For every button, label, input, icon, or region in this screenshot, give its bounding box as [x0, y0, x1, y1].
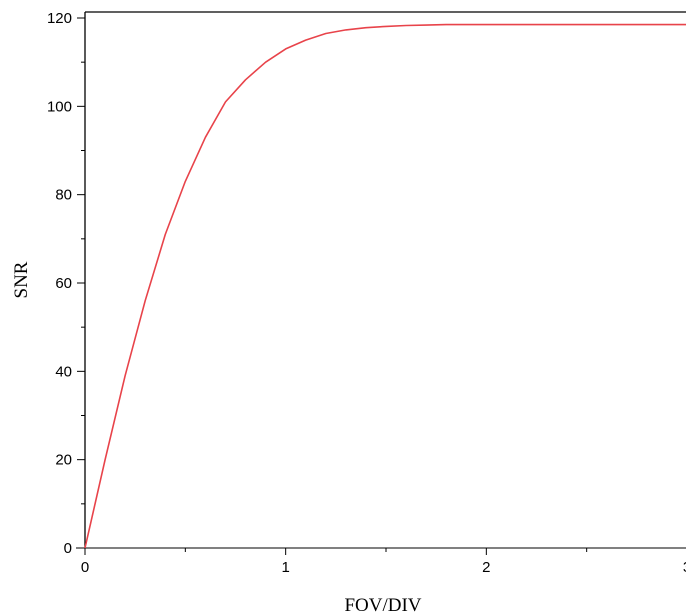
snr-series-line: [84, 23, 686, 549]
x-tick-label: 2: [482, 559, 490, 576]
x-axis-ticks: 0 1 2 3: [81, 548, 686, 576]
x-tick-label: 1: [281, 559, 289, 576]
y-tick-label: 20: [55, 452, 72, 469]
y-tick-label: 40: [55, 363, 72, 380]
x-tick-label: 0: [81, 559, 89, 576]
y-tick-label: 0: [64, 540, 72, 557]
y-tick-label: 80: [55, 187, 72, 204]
y-axis-title: SNR: [11, 261, 32, 298]
y-tick-label: 120: [47, 10, 72, 27]
x-tick-label: 3: [683, 559, 686, 576]
x-axis-title: FOV/DIV: [344, 595, 421, 616]
series-layer: [84, 23, 686, 549]
plot-frame: [76, 11, 686, 549]
y-tick-label: 100: [47, 98, 72, 115]
y-tick-label: 60: [55, 275, 72, 292]
y-axis-ticks: 0 20 40 60 80 100 120: [47, 10, 85, 557]
